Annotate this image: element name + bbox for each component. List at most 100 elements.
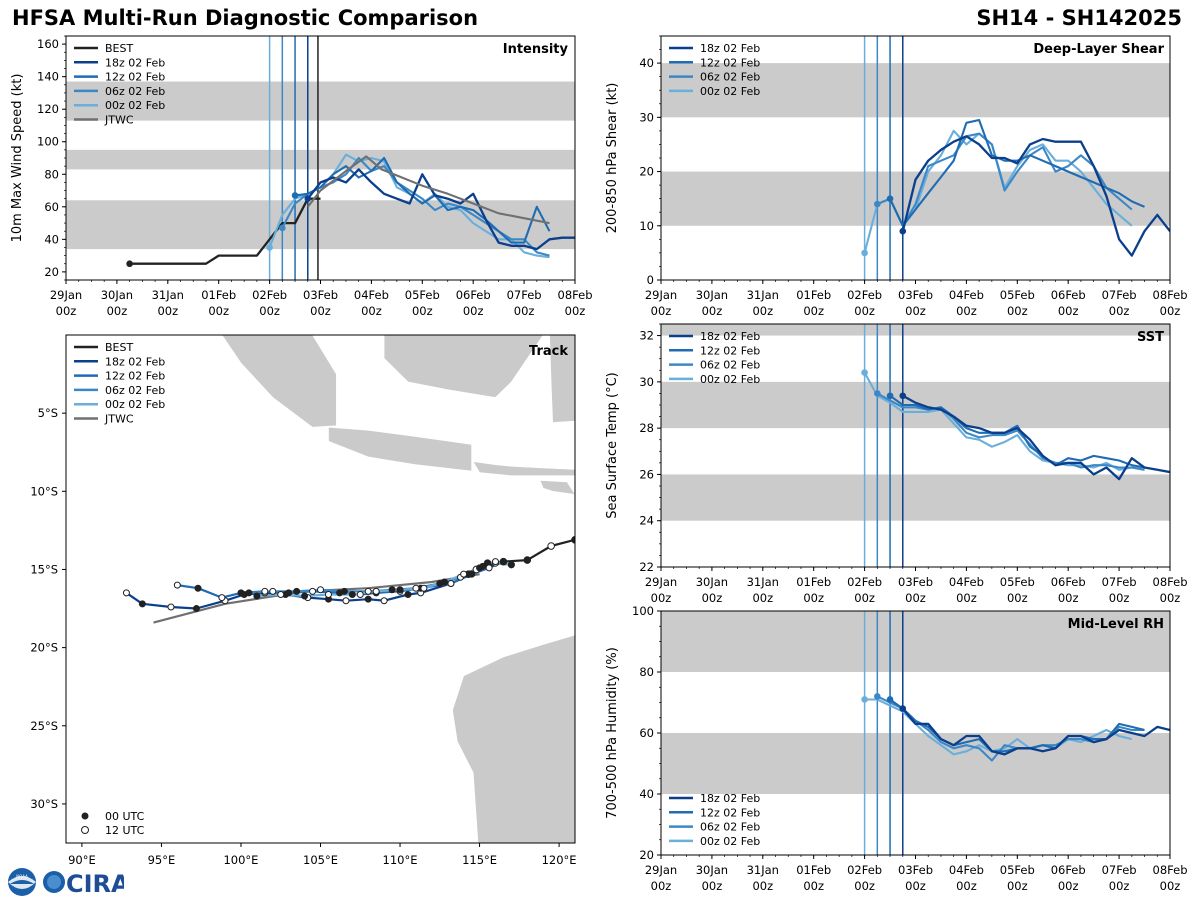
legend-label: 18z 02 Feb xyxy=(105,355,165,368)
x-tick-label-date: 03Feb xyxy=(898,575,933,589)
x-tick-label-hour: 00z xyxy=(905,879,926,893)
x-tick-label-hour: 00z xyxy=(702,591,723,605)
lon-tick-label: 105°E xyxy=(303,853,338,867)
lon-tick-label: 95°E xyxy=(148,853,176,867)
marker-12utc xyxy=(261,587,269,595)
series-start-marker-18z xyxy=(899,705,907,712)
marker-12utc xyxy=(167,603,175,611)
marker-12utc xyxy=(277,590,285,598)
marker-00utc xyxy=(138,600,146,608)
y-tick-label: 20 xyxy=(44,265,59,279)
storm-id: SH14 - SH142025 xyxy=(976,6,1182,30)
noaa-cira-logo: NOAA CIRA xyxy=(8,868,124,898)
marker-12utc xyxy=(324,590,332,598)
x-tick-label-hour: 00z xyxy=(1109,304,1130,318)
series-start-marker-18z xyxy=(304,195,312,202)
series-line-BEST xyxy=(129,197,321,265)
legend-label: 06z 02 Feb xyxy=(105,85,165,98)
marker-00utc xyxy=(468,570,476,578)
marker-legend-label: 00 UTC xyxy=(105,810,145,823)
series-start-marker-06z xyxy=(279,224,286,232)
x-tick-label-date: 04Feb xyxy=(949,575,984,589)
x-tick-label-hour: 00z xyxy=(1109,591,1130,605)
x-tick-label-date: 31Jan xyxy=(152,288,184,302)
x-tick-label-hour: 00z xyxy=(1160,304,1181,318)
legend-label: 06z 02 Feb xyxy=(700,359,760,372)
marker-00utc xyxy=(364,595,372,603)
marker-legend-00utc xyxy=(81,812,89,820)
y-tick-label: 10 xyxy=(639,219,654,233)
marker-12utc xyxy=(380,597,388,605)
x-tick-label-hour: 00z xyxy=(1160,879,1181,893)
y-tick-label: 28 xyxy=(639,421,654,435)
x-tick-label-hour: 00z xyxy=(752,879,773,893)
x-tick-label-hour: 00z xyxy=(803,591,824,605)
x-tick-label-hour: 00z xyxy=(1109,879,1130,893)
panel-intensity: 20 40 60 80 100 120 140 160 29Jan 00z 30Jan 00z 31Ja… xyxy=(10,35,593,318)
x-tick-label-hour: 00z xyxy=(208,304,229,318)
marker-00utc xyxy=(507,561,515,569)
panel-shear: 0 10 20 30 40 29Jan 00z 30Jan 00z 31Jan 00z 01Feb 00… xyxy=(605,35,1188,318)
y-tick-label: 0 xyxy=(647,273,654,287)
panel-rh: 20 40 60 80 100 29Jan 00z 30Jan 00z 31Jan 00z 01Feb… xyxy=(605,604,1188,893)
y-tick-label: 40 xyxy=(639,56,654,70)
y-tick-label: 60 xyxy=(639,726,654,740)
series-start-marker-BEST xyxy=(126,260,133,268)
lon-tick-label: 120°E xyxy=(542,853,577,867)
x-tick-label-date: 07Feb xyxy=(1102,575,1137,589)
marker-12utc xyxy=(218,594,226,602)
land-borneo xyxy=(383,335,544,398)
x-tick-label-date: 06Feb xyxy=(1051,863,1086,877)
legend-label: 00z 02 Feb xyxy=(700,835,760,848)
marker-12utc xyxy=(420,584,428,592)
marker-12utc xyxy=(447,580,455,588)
track-line-18z xyxy=(125,565,490,610)
land-australia xyxy=(452,530,575,843)
y-tick-label: 100 xyxy=(632,604,654,618)
plot-area xyxy=(661,611,1170,855)
legend-label: 00z 02 Feb xyxy=(700,373,760,386)
series-line-18z xyxy=(902,394,1170,481)
x-tick-label-hour: 00z xyxy=(803,879,824,893)
x-tick-label-date: 06Feb xyxy=(1051,288,1086,302)
marker-12utc xyxy=(364,587,372,595)
marker-00utc xyxy=(253,592,261,600)
series-line-18z xyxy=(901,135,1170,257)
legend-label: BEST xyxy=(105,42,133,55)
x-tick-label-date: 05Feb xyxy=(1000,288,1035,302)
x-tick-label-hour: 00z xyxy=(752,304,773,318)
series-start-marker-00z xyxy=(266,244,273,251)
lat-tick-label: 15°S xyxy=(30,562,58,576)
x-tick-label-hour: 00z xyxy=(56,304,77,318)
lon-tick-label: 100°E xyxy=(223,853,258,867)
x-tick-label-hour: 00z xyxy=(854,591,875,605)
threshold-band xyxy=(661,474,1170,521)
y-tick-label: 24 xyxy=(639,514,654,528)
plot-area xyxy=(66,36,575,280)
x-tick-label-hour: 00z xyxy=(956,879,977,893)
marker-12utc xyxy=(372,587,380,595)
legend-label: 06z 02 Feb xyxy=(105,384,165,397)
x-tick-label-date: 07Feb xyxy=(1102,863,1137,877)
x-tick-label-date: 08Feb xyxy=(558,288,593,302)
y-tick-label: 60 xyxy=(44,200,59,214)
land-java xyxy=(328,426,472,472)
marker-12utc xyxy=(460,570,468,578)
series-start-marker-12z xyxy=(886,392,894,400)
marker-legend-12utc xyxy=(81,826,89,834)
y-tick-label: 80 xyxy=(44,167,59,181)
x-tick-label-hour: 00z xyxy=(651,304,672,318)
marker-00utc xyxy=(388,586,396,594)
legend-label: 12z 02 Feb xyxy=(700,344,760,357)
figure-title: HFSA Multi-Run Diagnostic Comparison xyxy=(12,6,479,30)
lat-tick-label: 25°S xyxy=(30,719,58,733)
threshold-band xyxy=(66,81,575,121)
x-tick-label-hour: 00z xyxy=(157,304,178,318)
x-tick-label-date: 07Feb xyxy=(1102,288,1137,302)
x-tick-label-hour: 00z xyxy=(565,304,586,318)
legend-label: BEST xyxy=(105,341,133,354)
x-tick-label-date: 05Feb xyxy=(1000,863,1035,877)
marker-00utc xyxy=(237,589,245,597)
y-tick-label: 30 xyxy=(639,110,654,124)
